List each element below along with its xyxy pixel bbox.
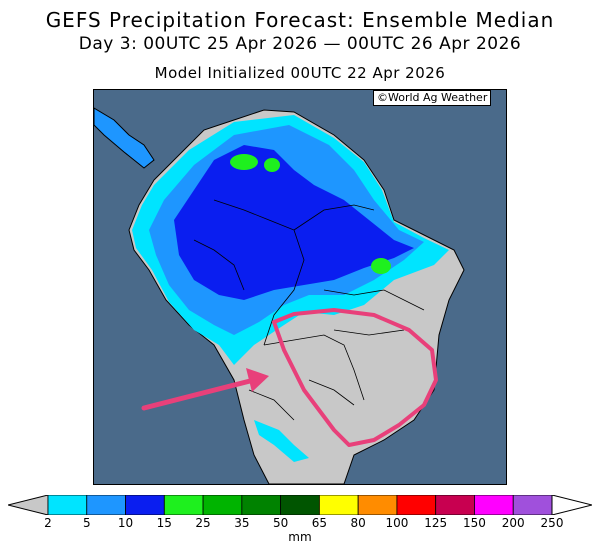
colorbar-tick-label: 50 [272, 516, 289, 530]
colorbar [8, 495, 592, 515]
colorbar-tick-label: 2 [44, 516, 52, 530]
colorbar-tick-label: 150 [463, 516, 486, 530]
colorbar-unit: mm [288, 530, 312, 544]
colorbar-tick-label: 100 [385, 516, 409, 530]
colorbar-tick-label: 125 [424, 516, 448, 530]
colorbar-bin [357, 495, 398, 515]
colorbar-bin [474, 495, 514, 515]
colorbar-bin [86, 495, 126, 515]
colorbar-bin [125, 495, 165, 515]
map-canvas [94, 90, 506, 484]
colorbar-tick-label: 80 [350, 516, 366, 530]
central-america-land [94, 107, 155, 169]
colorbar-bin [280, 495, 320, 515]
colorbar-tick-label: 200 [501, 516, 525, 530]
highlight-loop [272, 308, 438, 447]
precip-cell-green-1 [230, 154, 258, 170]
precip-zone-south [254, 420, 309, 462]
colorbar-tick-label: 35 [234, 516, 250, 530]
highlight-arrow-shaft [141, 377, 257, 411]
colorbar-tick-label: 65 [311, 516, 328, 530]
colorbar-bin [512, 495, 553, 515]
credit-label: ©World Ag Weather [373, 90, 492, 106]
colorbar-tick-label: 10 [117, 516, 134, 530]
highlight-arrow-head [246, 368, 269, 392]
colorbar-tick-label: 250 [540, 516, 564, 530]
colorbar-bin [202, 495, 243, 515]
colorbar-bin [47, 495, 88, 515]
precip-cell-green-3 [371, 258, 391, 274]
colorbar-bin [163, 495, 204, 515]
map-title: GEFS Precipitation Forecast: Ensemble Me… [45, 8, 555, 32]
precip-cell-green-2 [264, 158, 280, 172]
precip-map [93, 89, 507, 485]
colorbar-tick-label: 25 [195, 516, 211, 530]
colorbar-bin [241, 495, 282, 515]
colorbar-under [8, 495, 49, 515]
colorbar-over [551, 495, 592, 515]
country-borders [193, 199, 425, 421]
colorbar-bin [396, 495, 437, 515]
colorbar-bin [318, 495, 359, 515]
colorbar-tick-label: 15 [156, 516, 172, 530]
forecast-period: Day 3: 00UTC 25 Apr 2026 — 00UTC 26 Apr … [78, 34, 522, 54]
colorbar-bin [435, 495, 475, 515]
colorbar-tick-label: 5 [82, 516, 91, 530]
precip-zone-heavy [174, 145, 414, 300]
model-init-time: Model Initialized 00UTC 22 Apr 2026 [154, 64, 446, 82]
